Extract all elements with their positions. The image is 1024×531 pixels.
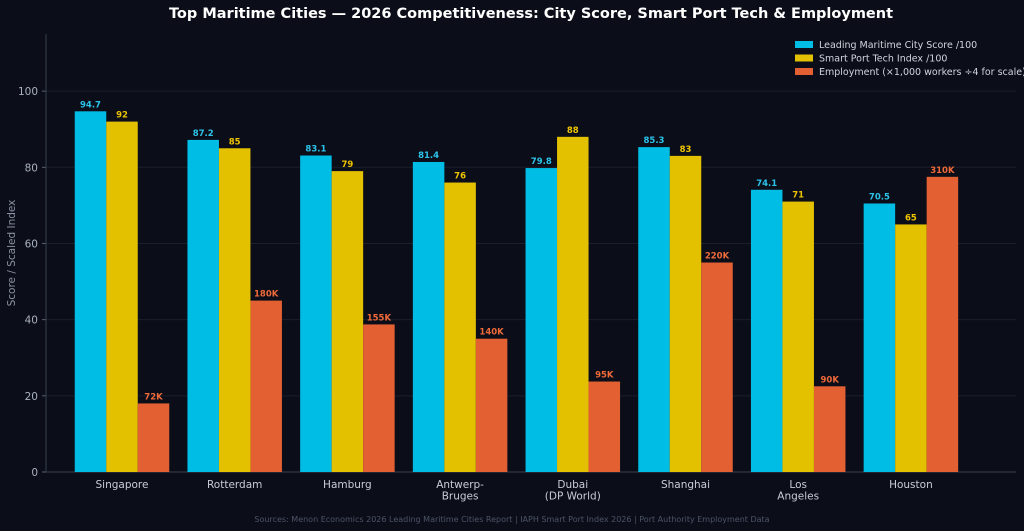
source-note: Sources: Menon Economics 2026 Leading Ma… <box>254 515 769 524</box>
bar-series-1 <box>669 155 702 472</box>
y-axis-title: Score / Scaled Index <box>6 200 18 307</box>
x-tick-label: Bruges <box>442 491 479 503</box>
data-label-series-0: 70.5 <box>869 192 890 202</box>
legend-label: Smart Port Tech Index /100 <box>819 54 947 65</box>
legend-swatch <box>795 41 813 48</box>
bar-series-2 <box>475 338 508 472</box>
data-label-series-2: 95K <box>595 371 614 381</box>
bar-series-2 <box>250 300 282 472</box>
bar-series-1 <box>106 121 138 472</box>
data-labels: 94.7 92 72K 87.2 85 180K 83.1 79 155K 81.4 76 140K 7… <box>80 100 955 402</box>
bar-series-0 <box>187 139 219 472</box>
data-label-series-1: 71 <box>792 191 804 201</box>
data-label-series-2: 220K <box>705 252 730 262</box>
bar-series-2 <box>926 176 959 472</box>
x-tick-label: Houston <box>889 479 933 491</box>
data-label-series-1: 85 <box>229 137 241 147</box>
legend-swatch <box>795 54 813 62</box>
data-label-series-2: 90K <box>820 375 839 385</box>
legend-label: Employment (×1,000 workers ÷4 for scale) <box>819 67 1024 78</box>
data-label-series-0: 85.3 <box>644 136 665 146</box>
y-tick-label: 20 <box>25 391 38 403</box>
bar-series-2 <box>701 262 733 472</box>
data-label-series-1: 83 <box>680 145 692 155</box>
data-label-series-1: 65 <box>905 213 917 223</box>
data-label-series-2: 72K <box>144 392 163 402</box>
data-label-series-0: 83.1 <box>305 144 326 154</box>
bar-series-0 <box>863 203 896 473</box>
legend-swatch <box>795 68 813 75</box>
data-label-series-1: 79 <box>341 160 353 170</box>
x-tick-label: Rotterdam <box>207 479 262 491</box>
data-label-series-2: 180K <box>254 290 279 300</box>
y-tick-label: 60 <box>25 238 38 250</box>
legend-label: Leading Maritime City Score /100 <box>819 40 977 51</box>
bar-series-2 <box>137 403 170 472</box>
data-label-series-0: 74.1 <box>756 179 777 189</box>
bars <box>74 111 959 473</box>
data-label-series-0: 87.2 <box>193 129 214 139</box>
data-label-series-2: 140K <box>479 328 504 338</box>
x-tick-labels: Singapore Rotterdam Hamburg Antwerp-Bruges D… <box>96 479 933 503</box>
x-tick-label: Antwerp- <box>436 479 484 491</box>
x-tick-label: Hamburg <box>323 479 372 491</box>
bar-series-0 <box>525 168 558 472</box>
bar-series-2 <box>363 324 395 472</box>
y-tick-label: 0 <box>31 467 38 479</box>
bar-series-1 <box>331 171 364 472</box>
bar-series-1 <box>557 136 589 472</box>
data-label-series-2: 155K <box>367 313 392 323</box>
x-tick-label: (DP World) <box>545 491 601 503</box>
bar-series-2 <box>813 386 846 472</box>
bar-series-0 <box>638 147 670 472</box>
data-label-series-1: 88 <box>567 126 579 136</box>
y-tick-label: 40 <box>25 315 38 327</box>
x-tick-label: Los <box>789 479 807 491</box>
bar-series-0 <box>300 155 332 473</box>
bar-series-0 <box>74 111 107 472</box>
data-label-series-0: 81.4 <box>418 151 439 161</box>
y-tick-label: 100 <box>18 86 38 98</box>
x-tick-label: Shanghai <box>661 479 710 491</box>
data-label-series-2: 310K <box>930 166 955 176</box>
data-label-series-1: 76 <box>454 172 466 182</box>
data-label-series-1: 92 <box>116 111 128 121</box>
bar-series-2 <box>588 381 621 472</box>
bar-series-1 <box>895 224 927 472</box>
bar-series-0 <box>412 161 445 472</box>
data-label-series-0: 79.8 <box>531 157 552 167</box>
x-tick-label: Dubai <box>557 479 588 491</box>
bar-series-1 <box>218 148 251 472</box>
x-tick-label: Singapore <box>96 479 149 491</box>
y-tick-labels: 0 20 40 60 80 100 <box>18 86 38 479</box>
data-label-series-0: 94.7 <box>80 100 101 110</box>
bar-series-0 <box>750 189 783 473</box>
bar-series-1 <box>444 182 476 472</box>
x-tick-label: Angeles <box>777 491 819 503</box>
legend: Leading Maritime City Score /100 Smart Po… <box>795 40 1024 78</box>
y-tick-label: 80 <box>25 162 38 174</box>
chart-title: Top Maritime Cities — 2026 Competitivene… <box>169 6 893 22</box>
bar-series-1 <box>782 201 814 472</box>
